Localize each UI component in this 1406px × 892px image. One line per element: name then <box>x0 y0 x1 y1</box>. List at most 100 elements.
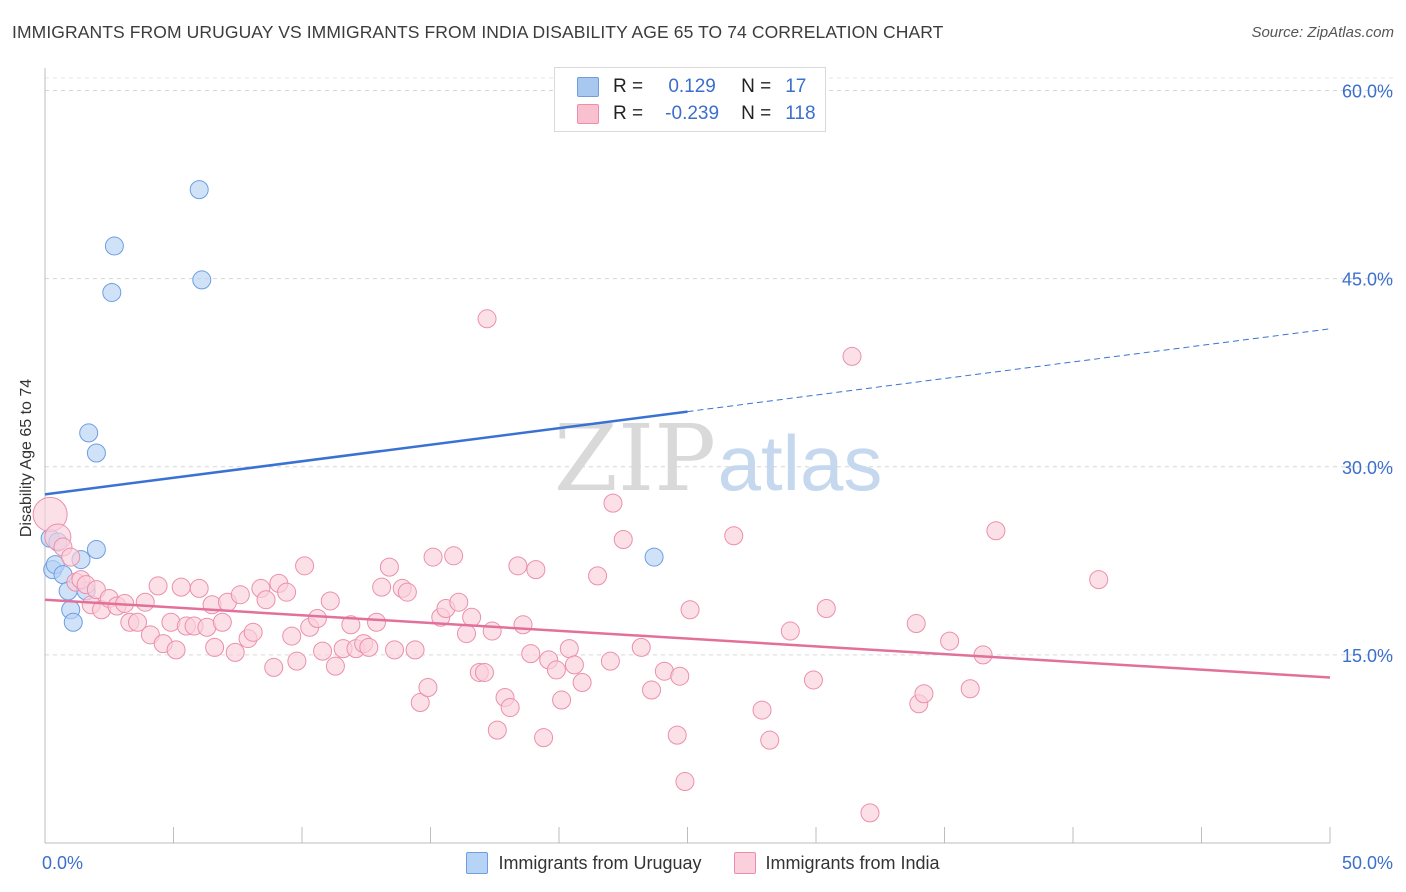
point-india <box>670 666 690 686</box>
point-india <box>760 730 780 750</box>
point-india <box>410 693 430 713</box>
series-legend-india[interactable]: Immigrants from India <box>733 852 940 874</box>
point-india <box>680 600 700 620</box>
legend-r-value: 0.129 <box>668 76 716 97</box>
point-india <box>148 576 168 596</box>
point-india <box>397 582 417 602</box>
point-india <box>230 585 250 605</box>
point-india <box>256 590 276 610</box>
point-india <box>379 557 399 577</box>
point-india <box>940 631 960 651</box>
trend-line-india <box>44 598 1331 679</box>
point-india <box>780 621 800 641</box>
point-india <box>675 772 695 792</box>
trend-line-uruguay-extension <box>687 328 1331 413</box>
series-legend-uruguay[interactable]: Immigrants from Uruguay <box>466 852 702 874</box>
point-india <box>914 684 934 704</box>
legend-swatch-india <box>577 104 599 124</box>
source-label: Source: ZipAtlas.com <box>1251 24 1394 41</box>
point-india <box>135 592 155 612</box>
point-india <box>61 547 81 567</box>
point-india <box>325 656 345 676</box>
point-india <box>449 592 469 612</box>
point-india <box>367 612 387 632</box>
chart-title: IMMIGRANTS FROM URUGUAY VS IMMIGRANTS FR… <box>12 22 944 42</box>
point-india <box>803 670 823 690</box>
point-india <box>642 680 662 700</box>
point-uruguay <box>102 282 122 302</box>
point-uruguay <box>192 270 212 290</box>
series-label-india: Immigrants from India <box>765 852 940 873</box>
point-india <box>860 803 880 823</box>
point-india <box>166 640 186 660</box>
legend-n-label: N = <box>741 103 772 124</box>
point-india <box>960 679 980 699</box>
data-points <box>32 180 1109 823</box>
watermark: ZIP atlas <box>554 405 882 512</box>
point-india <box>500 698 520 718</box>
point-india <box>613 530 633 550</box>
point-india <box>482 621 502 641</box>
point-india <box>508 556 528 576</box>
x-tick-label: 0.0% <box>42 853 83 873</box>
point-india <box>307 609 327 629</box>
point-india <box>212 612 232 632</box>
point-india <box>287 651 307 671</box>
point-india <box>295 556 315 576</box>
point-india <box>320 591 340 611</box>
point-india <box>477 309 497 329</box>
legend-row-uruguay: R = 0.129 N = 17 <box>577 75 806 99</box>
point-india <box>205 637 225 657</box>
y-tick-label: 60.0% <box>1342 82 1393 102</box>
point-india <box>1089 570 1109 590</box>
legend-n-value: 17 <box>785 76 807 97</box>
point-india <box>667 725 687 745</box>
point-uruguay <box>86 443 106 463</box>
point-india <box>521 644 541 664</box>
point-india <box>487 720 507 740</box>
point-india <box>171 577 191 597</box>
point-india <box>313 641 333 661</box>
point-india <box>534 728 554 748</box>
point-india <box>359 637 379 657</box>
point-uruguay <box>63 612 83 632</box>
point-india <box>462 607 482 627</box>
point-india <box>474 662 494 682</box>
point-india <box>752 700 772 720</box>
y-tick-label: 30.0% <box>1342 458 1393 478</box>
point-uruguay <box>104 236 124 256</box>
point-india <box>418 677 438 697</box>
point-india <box>243 622 263 642</box>
point-india <box>906 614 926 634</box>
correlation-legend: R = 0.129 N = 17 R = -0.239 N = 118 <box>554 67 826 132</box>
series-swatch-uruguay <box>466 852 489 874</box>
point-uruguay <box>189 180 209 200</box>
point-india <box>572 672 592 692</box>
point-india <box>341 615 361 635</box>
point-india <box>372 577 392 597</box>
series-swatch-india <box>733 852 756 874</box>
point-india <box>603 493 623 513</box>
y-tick-label: 45.0% <box>1342 270 1393 290</box>
point-uruguay <box>644 547 664 567</box>
point-india <box>559 639 579 659</box>
point-india <box>600 651 620 671</box>
legend-r-label: R = <box>613 76 644 97</box>
watermark-zip: ZIP <box>554 405 716 512</box>
tick-labels: 15.0% 30.0% 45.0% 60.0% 0.0% 50.0% <box>42 82 1393 873</box>
legend-n-value: 118 <box>785 103 816 124</box>
trend-line-uruguay <box>44 410 688 496</box>
point-india <box>546 660 566 680</box>
point-india <box>128 612 148 632</box>
point-india <box>513 615 533 635</box>
legend-n-label: N = <box>741 76 772 97</box>
point-india <box>282 626 302 646</box>
point-india <box>724 526 744 546</box>
legend-r-value: -0.239 <box>665 103 720 124</box>
legend-swatch-uruguay <box>577 77 599 97</box>
point-india <box>277 582 297 602</box>
series-legend: Immigrants from Uruguay Immigrants from … <box>0 852 1406 874</box>
point-india <box>444 546 464 566</box>
point-india <box>552 690 572 710</box>
